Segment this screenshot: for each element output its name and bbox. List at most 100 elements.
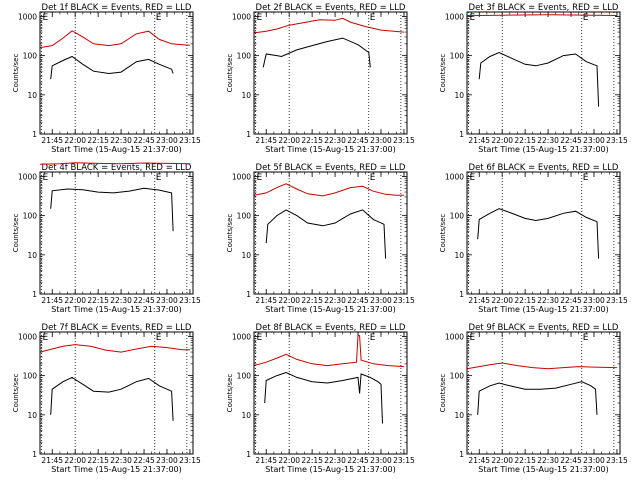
- series-lld-line: [466, 14, 617, 17]
- y-tick-label: 1: [459, 290, 464, 299]
- x-tick-label: 23:00: [156, 136, 178, 145]
- y-axis-label: Counts/sec: [226, 54, 234, 93]
- x-tick-label: 23:15: [179, 296, 201, 305]
- y-tick-label: 100: [23, 372, 38, 381]
- flag-label: E: [370, 13, 376, 23]
- x-tick-label: 22:30: [110, 296, 132, 305]
- x-tick-label: 21:45: [41, 296, 63, 305]
- x-axis-label: Start Time (15-Aug-15 21:37:00): [51, 465, 182, 474]
- panel-title: Det 4f BLACK = Events, RED = LLD: [42, 163, 192, 173]
- plot-frame: [39, 11, 194, 135]
- series-lld-line: [253, 335, 404, 368]
- flag-label: E: [156, 173, 162, 183]
- x-tick-label: 22:00: [278, 136, 300, 145]
- y-tick-label: 100: [23, 212, 38, 221]
- x-tick-label: 22:00: [278, 296, 300, 305]
- x-tick-label: 23:15: [179, 456, 201, 465]
- y-axis-label: Counts/sec: [226, 214, 234, 253]
- y-tick-label: 10: [241, 91, 251, 100]
- x-tick-label: 21:45: [41, 456, 63, 465]
- x-axis-label: Start Time (15-Aug-15 21:37:00): [265, 145, 396, 154]
- panel-title: Det 1f BLACK = Events, RED = LLD: [42, 3, 192, 13]
- x-tick-label: 22:30: [324, 296, 346, 305]
- y-tick-label: 1: [32, 130, 37, 139]
- flag-label: E: [583, 13, 589, 23]
- y-tick-label: 1000: [18, 172, 37, 181]
- panel-title: Det 9f BLACK = Events, RED = LLD: [469, 323, 619, 333]
- series-events-line: [262, 37, 371, 68]
- x-tick-label: 23:15: [606, 136, 628, 145]
- x-tick-label: 22:45: [133, 456, 155, 465]
- series-lld-line: [39, 30, 190, 49]
- x-tick-label: 22:30: [324, 456, 346, 465]
- x-tick-label: 21:45: [468, 296, 490, 305]
- x-tick-label: 23:00: [583, 136, 605, 145]
- x-axis-label: Start Time (15-Aug-15 21:37:00): [478, 305, 609, 314]
- x-tick-label: 22:45: [560, 136, 582, 145]
- y-tick-label: 1: [246, 290, 251, 299]
- x-tick-label: 22:45: [347, 136, 369, 145]
- panel-title: Det 7f BLACK = Events, RED = LLD: [42, 323, 192, 333]
- plot-frame: [39, 331, 194, 455]
- y-axis-label: Counts/sec: [439, 374, 447, 413]
- y-tick-label: 1000: [445, 12, 464, 21]
- x-tick-label: 23:15: [606, 296, 628, 305]
- x-tick-label: 22:45: [133, 296, 155, 305]
- y-tick-label: 1000: [232, 172, 251, 181]
- x-tick-label: 22:15: [514, 136, 536, 145]
- y-tick-label: 1000: [445, 332, 464, 341]
- y-tick-label: 1000: [232, 12, 251, 21]
- flag-label: E: [257, 13, 263, 23]
- flag-label: E: [583, 173, 589, 183]
- y-tick-label: 100: [450, 372, 465, 381]
- flag-label: E: [43, 13, 49, 23]
- y-axis-label: Counts/sec: [12, 214, 20, 253]
- x-axis-label: Start Time (15-Aug-15 21:37:00): [51, 305, 182, 314]
- panel-title: Det 5f BLACK = Events, RED = LLD: [256, 163, 406, 173]
- x-tick-label: 22:15: [301, 456, 323, 465]
- x-tick-label: 22:00: [64, 296, 86, 305]
- plot-frame: [253, 171, 408, 295]
- x-tick-label: 22:15: [514, 296, 536, 305]
- x-tick-label: 22:15: [87, 296, 109, 305]
- y-tick-label: 1: [246, 450, 251, 459]
- x-axis-label: Start Time (15-Aug-15 21:37:00): [478, 465, 609, 474]
- x-tick-label: 22:15: [87, 136, 109, 145]
- series-lld-line: [253, 17, 404, 34]
- plot-frame: [39, 171, 194, 295]
- flag-label: E: [583, 333, 589, 343]
- series-events-line: [265, 209, 387, 259]
- x-axis-label: Start Time (15-Aug-15 21:37:00): [265, 305, 396, 314]
- y-tick-label: 10: [241, 251, 251, 260]
- series-lld-line: [466, 362, 617, 370]
- x-tick-label: 22:30: [324, 136, 346, 145]
- y-tick-label: 10: [27, 411, 37, 420]
- x-tick-label: 22:45: [347, 456, 369, 465]
- series-events-line: [264, 371, 383, 424]
- y-tick-label: 1: [459, 450, 464, 459]
- x-tick-label: 22:30: [537, 456, 559, 465]
- x-tick-label: 22:00: [278, 456, 300, 465]
- y-tick-label: 10: [241, 411, 251, 420]
- series-events-line: [478, 51, 600, 107]
- y-tick-label: 100: [237, 372, 252, 381]
- x-tick-label: 23:00: [370, 296, 392, 305]
- x-tick-label: 23:00: [370, 136, 392, 145]
- series-events-line: [50, 376, 174, 421]
- plot-frame: [466, 171, 621, 295]
- series-events-line: [477, 208, 600, 259]
- x-tick-label: 23:15: [179, 136, 201, 145]
- panel-title: Det 6f BLACK = Events, RED = LLD: [469, 163, 619, 173]
- y-tick-label: 1000: [232, 332, 251, 341]
- flag-label: E: [370, 333, 376, 343]
- x-tick-label: 22:45: [133, 136, 155, 145]
- x-tick-label: 22:45: [347, 296, 369, 305]
- x-tick-label: 22:45: [560, 456, 582, 465]
